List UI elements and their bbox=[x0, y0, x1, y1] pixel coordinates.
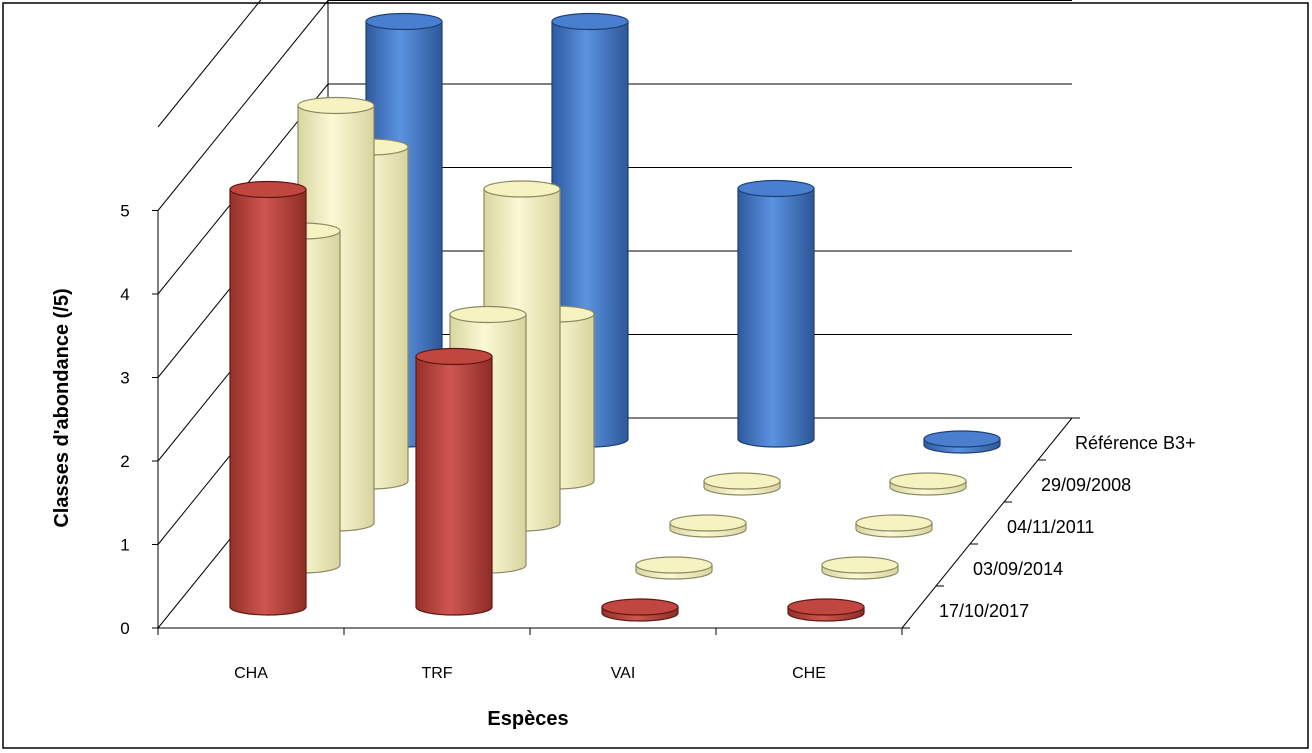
gridline-side bbox=[157, 0, 262, 128]
depth-label: 17/10/2017 bbox=[939, 601, 1029, 621]
bar bbox=[737, 179, 815, 448]
y-tick-label: 2 bbox=[120, 452, 129, 471]
y-tick-labels: 0 1 2 3 4 5 bbox=[120, 202, 129, 639]
bars bbox=[229, 12, 1001, 622]
bar bbox=[923, 430, 1001, 454]
bar bbox=[415, 347, 493, 616]
depth-labels: Référence B3+ 29/09/2008 04/11/2011 03/09/2… bbox=[939, 433, 1196, 621]
x-tick-label: CHA bbox=[234, 665, 268, 682]
depth-label: 29/09/2008 bbox=[1041, 475, 1131, 495]
bar bbox=[855, 514, 933, 538]
x-axis-title: Espèces bbox=[487, 708, 568, 730]
bar bbox=[229, 180, 307, 616]
y-tick-label: 0 bbox=[120, 619, 129, 638]
bar bbox=[889, 472, 967, 496]
depth-label: Référence B3+ bbox=[1075, 433, 1196, 453]
bar bbox=[821, 556, 899, 580]
x-tick-label: VAI bbox=[611, 665, 636, 682]
x-tick-label: CHE bbox=[792, 665, 826, 682]
category-labels: CHA TRF VAI CHE bbox=[234, 665, 826, 682]
bar bbox=[787, 598, 865, 622]
x-tick-label: TRF bbox=[421, 665, 452, 682]
bar bbox=[703, 472, 781, 496]
depth-label: 04/11/2011 bbox=[1007, 517, 1094, 537]
floor-right-edge bbox=[901, 417, 1073, 629]
y-tick-label: 4 bbox=[120, 285, 129, 304]
y-tick-label: 1 bbox=[120, 536, 129, 555]
gridline-side bbox=[157, 0, 329, 211]
bar bbox=[601, 598, 679, 622]
y-axis-title: Classes d'abondance (/5) bbox=[51, 288, 73, 527]
depth-label: 03/09/2014 bbox=[973, 559, 1063, 579]
bar bbox=[635, 556, 713, 580]
y-tick-label: 5 bbox=[120, 202, 129, 221]
y-tick-label: 3 bbox=[120, 369, 129, 388]
bar bbox=[669, 514, 747, 538]
